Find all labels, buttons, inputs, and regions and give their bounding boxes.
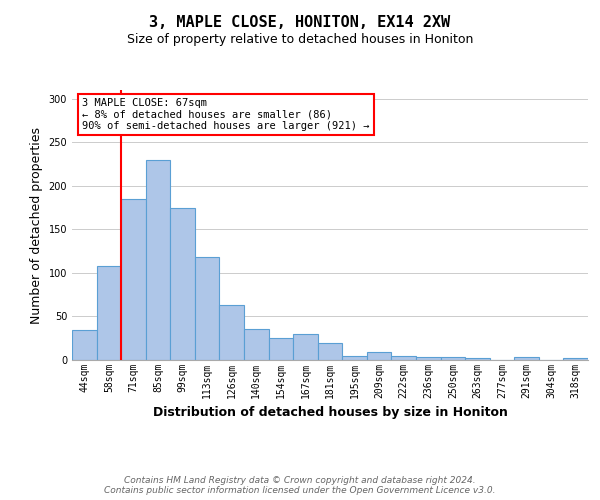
Bar — [391, 356, 416, 360]
Bar — [367, 352, 391, 360]
Text: 3 MAPLE CLOSE: 67sqm
← 8% of detached houses are smaller (86)
90% of semi-detach: 3 MAPLE CLOSE: 67sqm ← 8% of detached ho… — [82, 98, 370, 132]
Bar — [342, 356, 367, 360]
Bar — [318, 342, 342, 360]
Bar — [146, 160, 170, 360]
Y-axis label: Number of detached properties: Number of detached properties — [30, 126, 43, 324]
Bar — [97, 266, 121, 360]
Bar — [220, 305, 244, 360]
Bar — [514, 358, 539, 360]
Bar — [440, 358, 465, 360]
Bar — [72, 330, 97, 360]
Bar — [170, 208, 195, 360]
Bar — [121, 199, 146, 360]
X-axis label: Distribution of detached houses by size in Honiton: Distribution of detached houses by size … — [152, 406, 508, 420]
Bar — [269, 338, 293, 360]
Text: Size of property relative to detached houses in Honiton: Size of property relative to detached ho… — [127, 32, 473, 46]
Bar — [563, 358, 588, 360]
Bar — [293, 334, 318, 360]
Bar — [244, 328, 269, 360]
Bar — [465, 358, 490, 360]
Text: 3, MAPLE CLOSE, HONITON, EX14 2XW: 3, MAPLE CLOSE, HONITON, EX14 2XW — [149, 15, 451, 30]
Bar — [416, 356, 440, 360]
Bar — [195, 257, 220, 360]
Text: Contains HM Land Registry data © Crown copyright and database right 2024.
Contai: Contains HM Land Registry data © Crown c… — [104, 476, 496, 495]
